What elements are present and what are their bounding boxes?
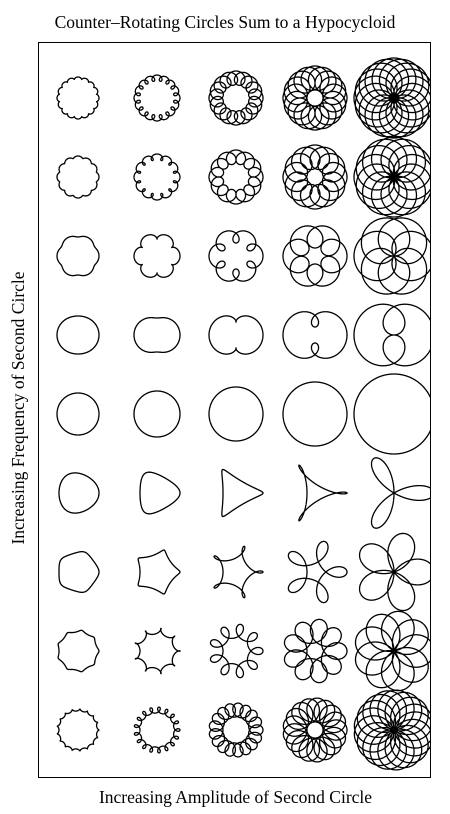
hypocycloid-grid — [38, 42, 431, 778]
curve-row5-col2 — [134, 391, 180, 437]
curve-row7-col4 — [288, 541, 347, 602]
curve-row7-col3 — [214, 546, 263, 597]
curve-row1-col1 — [57, 77, 99, 119]
curve-row4-col5 — [354, 304, 431, 366]
curve-row2-col5 — [354, 137, 431, 217]
curve-row9-col2 — [134, 707, 180, 753]
curve-row7-col2 — [138, 550, 180, 594]
curve-row8-col5 — [356, 611, 432, 690]
curve-row1-col2 — [134, 75, 180, 121]
x-axis-label: Increasing Amplitude of Second Circle — [38, 786, 433, 808]
curve-row2-col1 — [57, 156, 99, 198]
curve-row9-col4 — [283, 698, 347, 762]
curve-row9-col5 — [354, 690, 431, 770]
curve-row3-col3 — [209, 231, 263, 281]
curve-row2-col4 — [283, 145, 347, 209]
curve-row6-col1 — [59, 473, 99, 513]
curve-row1-col3 — [209, 71, 263, 125]
curve-row1-col5 — [354, 58, 431, 138]
curve-row8-col1 — [58, 630, 99, 671]
curve-row5-col1 — [57, 393, 99, 435]
curve-row3-col4 — [283, 226, 347, 286]
curve-row4-col4 — [283, 312, 347, 359]
curve-row8-col2 — [135, 628, 180, 673]
curve-row6-col5 — [372, 458, 432, 528]
curve-row6-col3 — [222, 470, 263, 517]
curve-row5-col3 — [209, 387, 263, 441]
curve-row1-col4 — [283, 66, 347, 130]
curve-row4-col2 — [134, 318, 180, 353]
curve-row9-col3 — [209, 703, 263, 757]
curve-row8-col4 — [284, 619, 347, 682]
figure-title: Counter–Rotating Circles Sum to a Hypocy… — [0, 11, 450, 33]
curve-row6-col4 — [299, 465, 347, 521]
curve-row2-col3 — [209, 150, 263, 204]
curve-row6-col2 — [140, 472, 180, 514]
curve-row9-col1 — [57, 709, 99, 751]
curve-row5-col5 — [354, 374, 431, 454]
curve-row3-col2 — [134, 235, 180, 278]
curve-row7-col5 — [360, 533, 431, 610]
curve-row3-col1 — [57, 236, 99, 275]
curve-row5-col4 — [283, 382, 347, 446]
curve-row3-col5 — [354, 218, 431, 294]
curve-row7-col1 — [59, 552, 99, 593]
curve-row8-col3 — [210, 624, 263, 677]
curve-row4-col1 — [57, 316, 99, 354]
curve-row2-col2 — [134, 154, 180, 200]
curve-row4-col3 — [209, 316, 263, 354]
y-axis-label-text: Increasing Frequency of Second Circle — [7, 271, 29, 544]
